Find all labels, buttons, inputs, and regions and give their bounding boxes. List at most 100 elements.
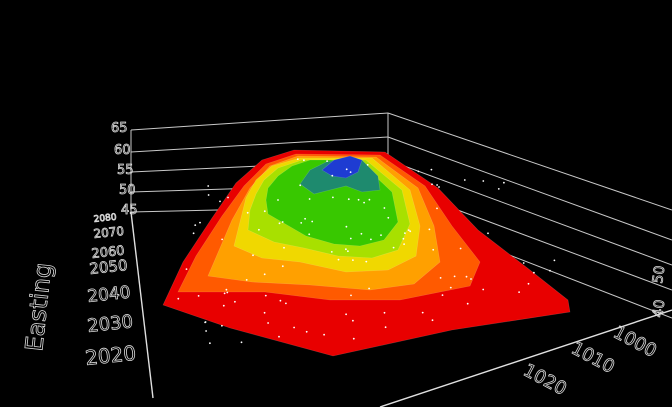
sample-point [283,246,285,249]
sample-point [332,196,334,199]
sample-point [470,278,472,280]
surface-band-level-7 [321,155,363,179]
sample-point [263,273,266,276]
sample-point [330,251,333,253]
sample-point [431,319,434,322]
z-tick-label: 45 [121,203,138,218]
sample-point [368,198,371,201]
sample-point [522,262,525,264]
sample-point [431,183,433,186]
sample-point [304,217,306,220]
easting-axis-label: Easting [20,261,57,352]
sample-point [194,224,197,227]
sample-point [350,294,352,297]
sample-point [221,324,223,327]
sample-point [234,300,236,303]
sample-point [209,342,211,345]
easting-tick-label: 2050 [89,256,129,278]
sample-point [345,313,347,316]
sample-point [466,302,469,305]
sample-point [225,288,228,291]
sample-point [219,200,221,203]
sample-point [281,221,284,223]
sample-point [352,319,354,322]
northing-tick-label: 1000 [610,322,660,362]
sample-point [368,287,370,290]
sample-point [278,335,280,338]
sample-point [192,232,195,235]
side-z-tick-label: 50 [650,265,668,285]
sample-point [347,198,350,201]
easting-ticks: 2080 2070 2060 2050 2040 2030 2020 [84,212,138,370]
sample-point [518,291,520,293]
sample-point [349,171,352,174]
sample-point [449,286,452,289]
easting-tick-label: 2020 [84,341,137,370]
sample-point [463,179,466,181]
sample-point [246,211,249,214]
northing-tick-label: 1010 [568,338,618,378]
sample-point [459,247,462,250]
surface [162,149,571,357]
sample-point [439,277,442,279]
sample-point [404,232,406,235]
sample-point [311,220,314,223]
easting-tick-label: 2030 [86,311,134,337]
sample-point [360,232,363,235]
sample-point [331,174,334,177]
sample-points [177,158,556,345]
z-tick-label: 60 [114,143,131,158]
gridline-z-60 [130,136,389,153]
sample-point [403,243,405,246]
sample-point [383,207,386,209]
sample-point [482,180,485,182]
sample-point [204,321,207,324]
sample-point [352,259,354,261]
sample-point [245,279,248,281]
sample-point [453,275,456,278]
sample-point [345,225,348,228]
sample-point [417,170,420,173]
sample-point [267,322,269,324]
sample-point [285,302,287,305]
sample-point [407,229,410,232]
sample-point [207,194,210,196]
sample-point [352,337,355,340]
right-wall-line-1 [387,136,672,241]
sample-point [303,159,305,162]
easting-axis-line [130,211,154,399]
sample-point [205,330,208,332]
sample-point [293,326,295,329]
sample-point [323,333,325,336]
sample-point [428,228,431,231]
sample-point [347,250,349,253]
easting-tick-label: 2070 [93,224,125,241]
sample-point [392,246,395,249]
sample-point [553,259,556,262]
sample-point [177,297,180,300]
sample-point [436,207,438,210]
sample-point [264,294,267,297]
sample-point [363,201,365,204]
right-wall-top [387,112,672,211]
sample-point [296,158,299,161]
sample-point [240,341,243,344]
sample-point [263,210,266,213]
northing-ticks: 1000 1010 1020 [519,321,660,400]
sample-point [503,181,505,184]
sample-point [185,268,188,270]
sample-point [387,216,390,219]
sample-point [223,292,226,295]
sample-point [527,282,530,285]
sample-point [326,160,328,163]
sample-point [221,238,224,241]
sample-point [199,221,201,224]
sample-point [345,248,347,251]
sample-point [226,291,229,294]
sample-point [345,168,348,171]
sample-point [258,228,260,231]
gridline-z-65 [130,112,389,131]
sample-point [380,234,382,237]
